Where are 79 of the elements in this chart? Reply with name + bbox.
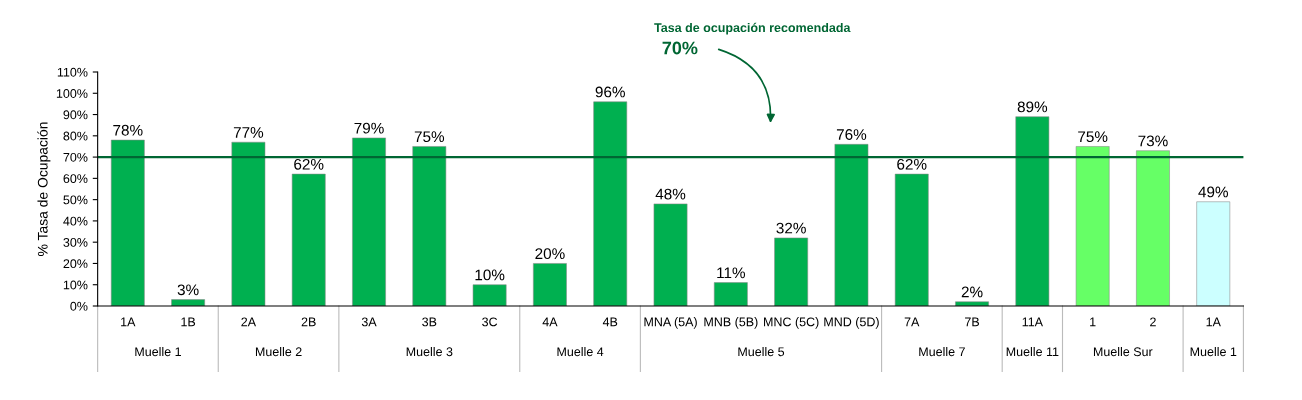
- data-label: 89%: [1017, 101, 1048, 113]
- x-tick-label: 1A: [1206, 317, 1221, 327]
- x-tick-label: 7B: [965, 317, 980, 327]
- data-label: 62%: [897, 158, 927, 170]
- y-tick-label: 90%: [63, 110, 88, 120]
- x-tick-label: MND (5D): [824, 317, 879, 329]
- bar: [1075, 146, 1110, 306]
- ref-line-label: Tasa de ocupación recomendada 70%: [654, 22, 851, 55]
- text: Muelle 1: [1190, 346, 1237, 357]
- x-tick-label: 7A: [904, 317, 920, 327]
- text: Muelle 1: [135, 346, 181, 357]
- data-label: 73%: [1138, 135, 1168, 147]
- x-tick-label: 3B: [422, 317, 437, 327]
- bar: [412, 146, 447, 306]
- x-tick-label: 3C: [482, 317, 498, 327]
- data-label: 20%: [535, 248, 565, 260]
- data-label: 10%: [475, 269, 505, 281]
- data-label: 96%: [595, 86, 625, 98]
- bar: [291, 173, 326, 306]
- x-tick-label: 1: [1090, 317, 1096, 327]
- data-label: 3%: [177, 284, 199, 296]
- data-label: 77%: [233, 127, 264, 138]
- text: Muelle 7: [919, 346, 965, 357]
- data-label: 79%: [354, 122, 384, 134]
- bar: [110, 139, 145, 306]
- y-tick-label: 80%: [63, 131, 88, 141]
- data-label: 76%: [836, 129, 867, 140]
- bar: [231, 141, 266, 306]
- data-label: 78%: [113, 124, 143, 136]
- x-tick-label: MNA (5A): [644, 317, 697, 329]
- text: Muelle 4: [557, 346, 604, 357]
- bar: [533, 263, 567, 306]
- text: Muelle 11: [1006, 346, 1059, 357]
- y-tick-label: 60%: [63, 174, 88, 184]
- bar: [1196, 201, 1231, 306]
- bar: [713, 282, 748, 306]
- data-label: 75%: [414, 131, 445, 143]
- data-label: 11%: [717, 267, 746, 279]
- data-label: 62%: [294, 158, 324, 170]
- data-label: 48%: [655, 188, 686, 200]
- x-tick-label: 4B: [602, 317, 618, 327]
- bar: [1015, 116, 1050, 306]
- y-tick-label: 0%: [70, 301, 88, 311]
- x-tick-label: 2: [1150, 317, 1156, 327]
- x-tick-label: 2A: [241, 317, 257, 327]
- text: Muelle 2: [255, 346, 302, 357]
- y-tick-label: 110%: [57, 67, 88, 77]
- x-tick-label: MNB (5B): [704, 317, 758, 329]
- x-tick-label: 2B: [301, 317, 316, 327]
- y-tick-label: 10%: [63, 280, 88, 290]
- y-tick-label: 50%: [63, 195, 88, 205]
- bar: [774, 237, 808, 306]
- data-label: 49%: [1198, 186, 1228, 198]
- bar: [352, 137, 386, 306]
- y-tick-label: 70%: [63, 152, 88, 162]
- data-label: 75%: [1078, 131, 1108, 143]
- x-tick-label: 3A: [361, 317, 377, 327]
- bar: [1136, 150, 1170, 306]
- text: Muelle 5: [738, 346, 785, 357]
- text: Muelle Sur: [1093, 346, 1153, 357]
- y-tick-label: 40%: [63, 216, 88, 226]
- text: Muelle 3: [406, 346, 453, 357]
- x-tick-label: 1A: [121, 317, 136, 327]
- bar: [171, 299, 205, 306]
- data-label: 32%: [776, 222, 806, 234]
- x-tick-label: 4A: [542, 317, 558, 327]
- y-tick-label: 20%: [63, 259, 88, 269]
- bar: [472, 284, 507, 306]
- x-tick-label: 1B: [181, 317, 196, 327]
- y-tick-label: 30%: [63, 237, 88, 247]
- bar: [653, 203, 688, 306]
- data-label: 2%: [961, 286, 983, 298]
- bar: [894, 173, 929, 306]
- bar: [593, 101, 628, 306]
- y-axis-title: % Tasa de Ocupación: [37, 122, 51, 256]
- x-tick-label: 11A: [1022, 317, 1043, 327]
- x-tick-label: MNC (5C): [764, 317, 819, 329]
- bar: [834, 144, 869, 306]
- y-tick-label: 100%: [56, 89, 88, 98]
